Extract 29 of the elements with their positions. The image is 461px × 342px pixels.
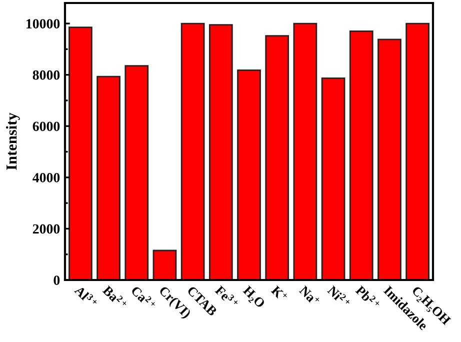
bar — [124, 65, 149, 280]
bar — [152, 250, 177, 280]
x-tick-label: Al$^{3+}$ — [74, 284, 98, 308]
x-tick-label: Ni$^{2+}$ — [327, 284, 352, 308]
y-tick-label: 4000 — [32, 172, 60, 182]
x-tick-label: Na$^{+}$ — [298, 284, 320, 306]
bar — [208, 24, 233, 280]
x-tick-label: K$^{+}$ — [270, 284, 288, 302]
bar — [180, 22, 205, 280]
x-tick-label: Pb$^{2+}$ — [355, 284, 381, 310]
bar — [293, 22, 318, 280]
x-tick-label: Ca$^{2+}$ — [130, 284, 157, 311]
bar — [68, 26, 92, 280]
bar — [96, 76, 120, 280]
bar — [349, 30, 374, 280]
y-tick-label: 10000 — [26, 19, 60, 28]
bar — [378, 38, 402, 280]
x-tick-label: Ba$^{2+}$ — [102, 284, 128, 310]
x-tick-label: H₂O — [240, 285, 266, 310]
y-axis-title: Intensity — [6, 112, 20, 170]
bar — [406, 22, 430, 280]
bar — [321, 77, 346, 280]
x-tick-label: Fe$^{3+}$ — [214, 284, 240, 310]
bar — [265, 35, 290, 280]
y-tick-label: 8000 — [32, 70, 60, 80]
y-tick-label: 0 — [54, 276, 60, 285]
y-tick-label: 2000 — [32, 224, 60, 234]
y-tick-label: 6000 — [32, 122, 60, 132]
bar — [237, 70, 261, 280]
